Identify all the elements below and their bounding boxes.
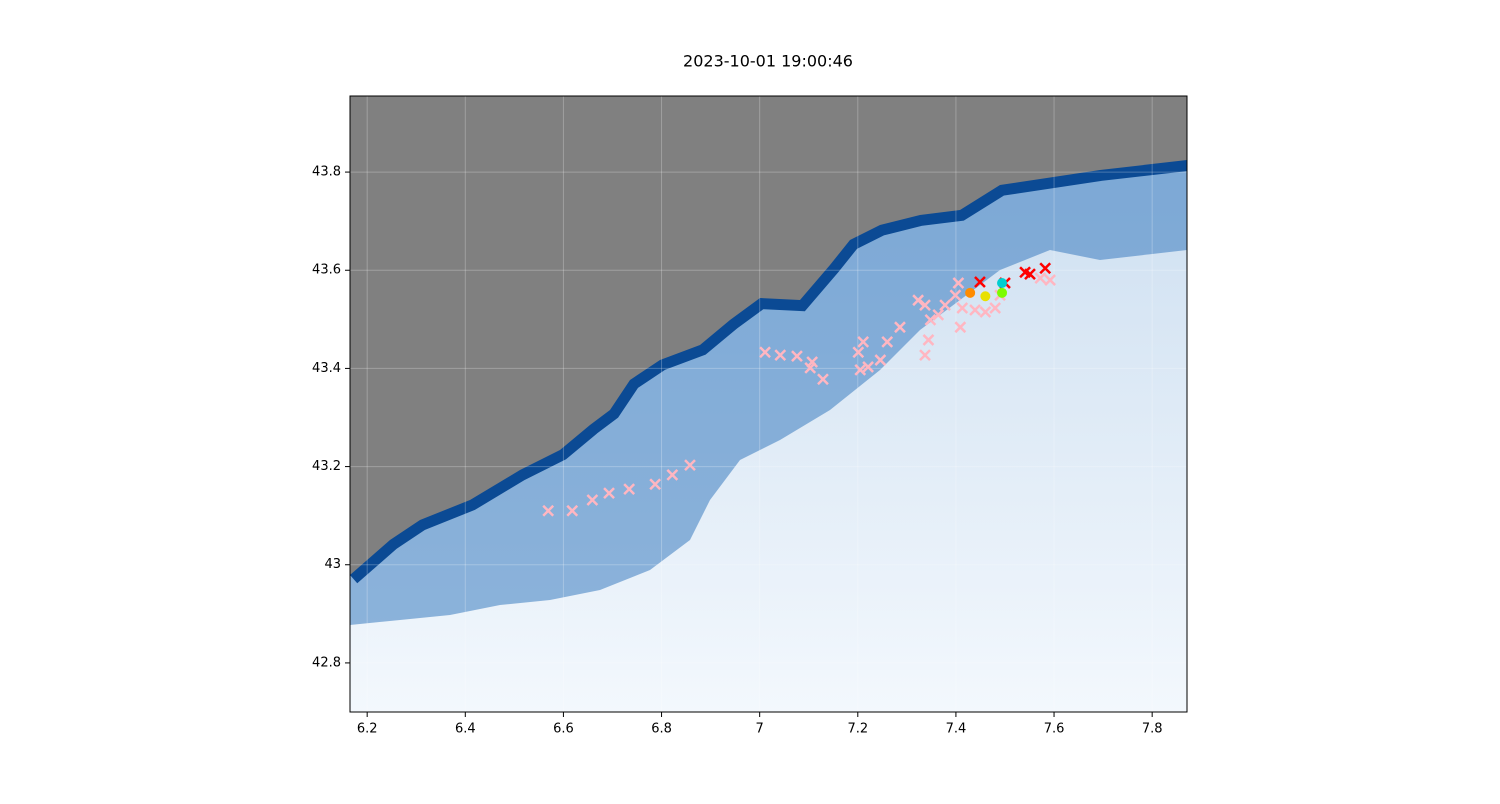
x-marker bbox=[852, 346, 865, 359]
x-marker bbox=[874, 354, 887, 366]
axes-frame bbox=[349, 95, 1188, 713]
dot-marker bbox=[997, 278, 1008, 289]
x-marker bbox=[949, 289, 962, 302]
y-tick-label: 43.8 bbox=[312, 165, 341, 180]
y-tick-label: 43.2 bbox=[312, 459, 341, 474]
x-marker bbox=[922, 334, 935, 346]
x-marker bbox=[939, 299, 952, 311]
dot-marker bbox=[965, 287, 976, 298]
y-tick-label: 43 bbox=[324, 557, 341, 572]
x-marker bbox=[774, 349, 787, 362]
x-marker bbox=[954, 321, 967, 334]
x-marker bbox=[1024, 268, 1036, 281]
x-tick-label: 6.4 bbox=[455, 722, 476, 737]
shelf bbox=[350, 160, 1187, 625]
x-marker bbox=[1044, 274, 1057, 286]
x-marker bbox=[666, 469, 679, 481]
x-marker bbox=[684, 459, 696, 471]
dot-marker bbox=[980, 291, 991, 302]
x-marker bbox=[894, 321, 906, 334]
x-marker bbox=[952, 277, 965, 289]
land bbox=[350, 96, 1187, 575]
x-tick-label: 7 bbox=[756, 722, 764, 737]
x-tick-label: 7.2 bbox=[847, 722, 868, 737]
chart-title: 2023-10-01 19:00:46 bbox=[683, 52, 853, 71]
x-marker bbox=[919, 349, 931, 362]
x-marker bbox=[1034, 272, 1047, 284]
x-marker bbox=[804, 362, 817, 374]
x-marker bbox=[979, 306, 992, 318]
x-marker bbox=[586, 494, 599, 506]
x-marker bbox=[854, 364, 867, 376]
x-marker bbox=[542, 504, 555, 517]
x-marker bbox=[924, 313, 937, 326]
x-tick-label: 6.6 bbox=[553, 722, 574, 737]
x-tick-label: 6.8 bbox=[651, 722, 672, 737]
x-tick-label: 7.8 bbox=[1142, 722, 1163, 737]
x-marker bbox=[912, 294, 925, 307]
x-marker bbox=[969, 304, 981, 316]
x-marker bbox=[603, 487, 615, 499]
x-marker bbox=[817, 373, 829, 386]
y-tick-label: 43.4 bbox=[312, 361, 341, 376]
x-marker bbox=[759, 346, 771, 359]
x-marker bbox=[956, 302, 969, 314]
x-marker bbox=[919, 299, 931, 311]
x-marker bbox=[989, 302, 1002, 314]
x-marker bbox=[1039, 262, 1052, 275]
x-marker bbox=[932, 309, 945, 321]
x-marker bbox=[566, 504, 579, 517]
x-tick-label: 7.6 bbox=[1044, 722, 1065, 737]
x-tick-label: 7.4 bbox=[946, 722, 967, 737]
x-tick-label: 6.2 bbox=[357, 722, 378, 737]
x-marker bbox=[974, 276, 986, 288]
y-tick-label: 43.6 bbox=[312, 263, 341, 278]
x-marker bbox=[649, 478, 662, 491]
y-tick-label: 42.8 bbox=[312, 655, 341, 670]
x-marker bbox=[857, 336, 870, 348]
x-marker bbox=[881, 336, 894, 348]
dot-marker bbox=[997, 287, 1008, 298]
x-marker bbox=[862, 361, 874, 373]
map-area bbox=[350, 96, 1187, 712]
x-marker bbox=[791, 350, 803, 363]
x-marker bbox=[623, 483, 636, 496]
